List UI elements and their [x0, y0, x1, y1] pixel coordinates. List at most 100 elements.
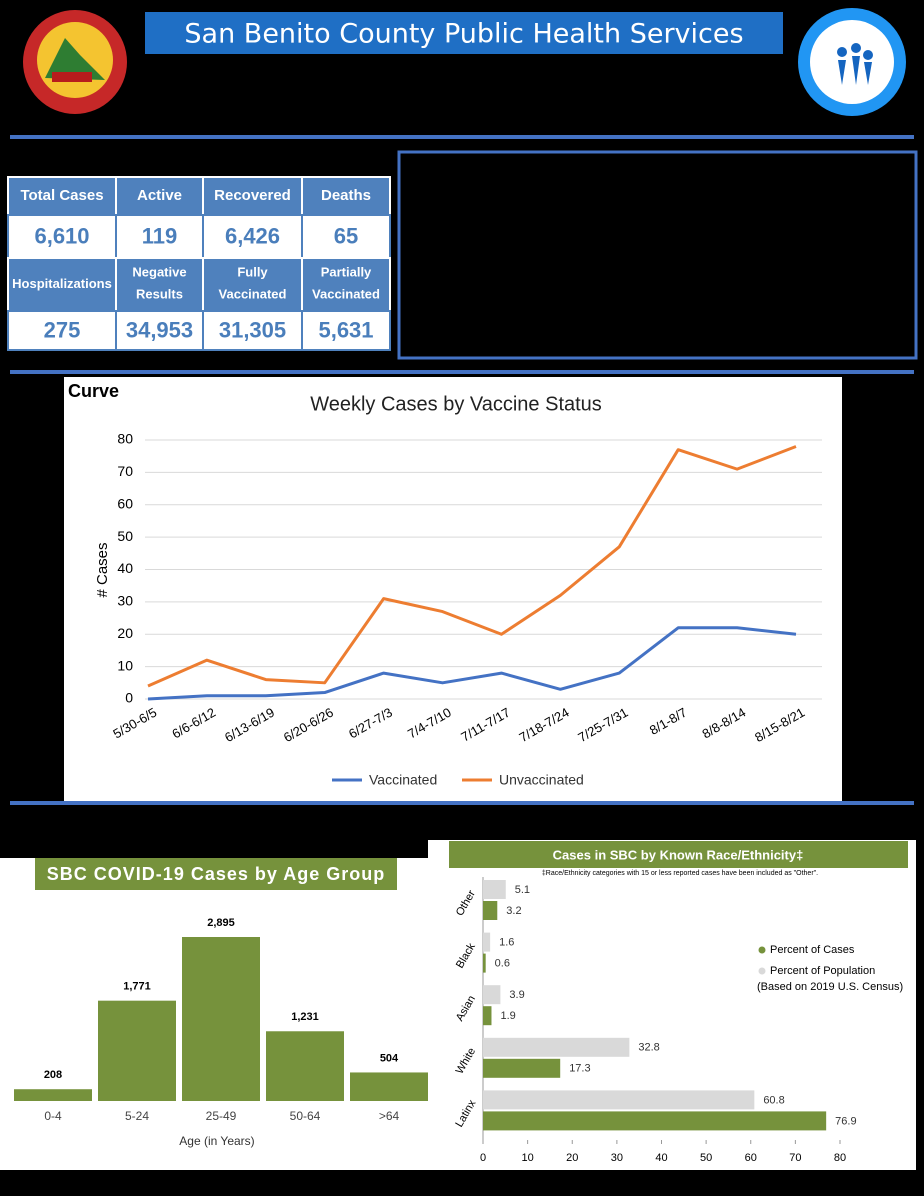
legend-note: (Based on 2019 U.S. Census)	[757, 981, 903, 993]
stat-value-cell	[7, 214, 117, 259]
bar	[483, 1111, 827, 1131]
stats-table: Total Cases 6,610 Active 119 Recovered 6,426 D…	[7, 176, 391, 351]
value-label: 1,771	[123, 981, 151, 993]
bar	[483, 1037, 630, 1057]
stat-label-cell	[301, 176, 391, 216]
header-title: San Benito County Public Health Services	[184, 19, 743, 50]
bar	[483, 1058, 561, 1078]
y-tick-label: 70	[117, 463, 133, 479]
stat-label: Total Cases	[20, 187, 103, 204]
legend-label: Percent of Cases	[770, 944, 855, 956]
stat-label: Fully Vaccinated	[219, 265, 287, 302]
stat-value-cell	[202, 214, 303, 259]
stat-value: 65	[334, 223, 358, 248]
x-tick-label: 50	[700, 1152, 712, 1164]
bar	[350, 1072, 428, 1101]
y-tick-label: 30	[117, 593, 133, 609]
divider	[10, 370, 914, 374]
stat-label: Recovered	[214, 187, 291, 204]
stat-value-cell	[301, 214, 391, 259]
chart-title: SBC COVID-19 Cases by Age Group	[47, 864, 385, 884]
value-label: 3.2	[506, 905, 521, 917]
x-tick-label: 0-4	[44, 1109, 62, 1123]
value-label: 3.9	[509, 989, 524, 1001]
x-tick-label: >64	[379, 1109, 400, 1123]
empty-panel	[397, 150, 918, 360]
y-tick-label: 20	[117, 625, 133, 641]
x-tick-label: 10	[522, 1152, 534, 1164]
stat-label-cell	[301, 257, 391, 312]
chart-panel	[64, 377, 842, 801]
value-label: 504	[380, 1052, 399, 1064]
value-label: 1.6	[499, 937, 514, 949]
bar	[483, 932, 491, 952]
section-label: Curve	[68, 381, 119, 401]
stat-value-cell	[115, 310, 204, 351]
stat-label-cell	[202, 257, 303, 312]
chart-title-box	[449, 841, 908, 868]
stat-label: Hospitalizations	[12, 276, 112, 291]
stat-label: Negative Results	[132, 265, 186, 302]
series-line	[147, 626, 797, 701]
stat-value: 34,953	[126, 317, 193, 342]
value-label: 1,231	[291, 1011, 319, 1023]
value-label: 0.6	[495, 958, 510, 970]
bar	[483, 1006, 492, 1026]
chart-title: Weekly Cases by Vaccine Status	[310, 393, 602, 415]
stat-label: Active	[137, 187, 182, 204]
bar	[14, 1089, 92, 1101]
series-line	[147, 445, 797, 688]
legend-swatch	[758, 946, 766, 954]
x-tick-label: 40	[655, 1152, 667, 1164]
stat-label: Partially Vaccinated	[312, 265, 380, 302]
y-tick-label: 10	[117, 657, 133, 673]
legend-label: Percent of Population	[770, 965, 875, 977]
value-label: 76.9	[835, 1115, 856, 1127]
stat-label: Deaths	[321, 187, 371, 204]
chart-title-box	[35, 858, 397, 890]
y-axis-label: # Cases	[94, 542, 111, 597]
y-tick-label: 0	[125, 690, 133, 706]
legend-label: Vaccinated	[369, 772, 437, 788]
value-label: 1.9	[500, 1010, 515, 1022]
bar	[483, 1090, 755, 1110]
value-label: 32.8	[638, 1042, 659, 1054]
stat-value: 6,610	[34, 223, 89, 248]
stat-value: 275	[44, 317, 81, 342]
x-tick-label: 30	[611, 1152, 623, 1164]
x-tick-label: 50-64	[290, 1109, 321, 1123]
bar	[182, 937, 260, 1101]
y-tick-label: 50	[117, 528, 133, 544]
stat-value: 5,631	[318, 317, 373, 342]
y-tick-label: 40	[117, 560, 133, 576]
chart-title: Cases in SBC by Known Race/Ethnicity‡	[553, 847, 804, 862]
value-label: 2,895	[207, 917, 235, 929]
x-tick-label: 25-49	[206, 1109, 237, 1123]
stat-value: 119	[142, 223, 178, 248]
header-bar	[145, 12, 783, 54]
x-tick-label: 60	[745, 1152, 757, 1164]
value-label: 208	[44, 1069, 62, 1081]
divider	[10, 135, 914, 139]
stat-value: 31,305	[219, 317, 286, 342]
value-label: 60.8	[763, 1094, 784, 1106]
bar	[266, 1031, 344, 1101]
legend-label: Unvaccinated	[499, 772, 584, 788]
stat-value: 6,426	[225, 223, 280, 248]
divider	[10, 801, 914, 805]
bar	[483, 901, 498, 920]
x-tick-label: 5-24	[125, 1109, 149, 1123]
legend-swatch	[758, 967, 766, 975]
right-logo	[798, 8, 906, 116]
chart-note: ‡Race/Ethnicity categories with 15 or le…	[542, 870, 818, 877]
x-tick-label: 70	[789, 1152, 801, 1164]
bar	[483, 953, 486, 973]
bar	[98, 1000, 176, 1101]
value-label: 17.3	[569, 1063, 590, 1075]
x-tick-label: 0	[480, 1152, 486, 1164]
x-tick-label: 20	[566, 1152, 578, 1164]
y-tick-label: 60	[117, 495, 133, 511]
x-tick-label: 80	[834, 1152, 846, 1164]
